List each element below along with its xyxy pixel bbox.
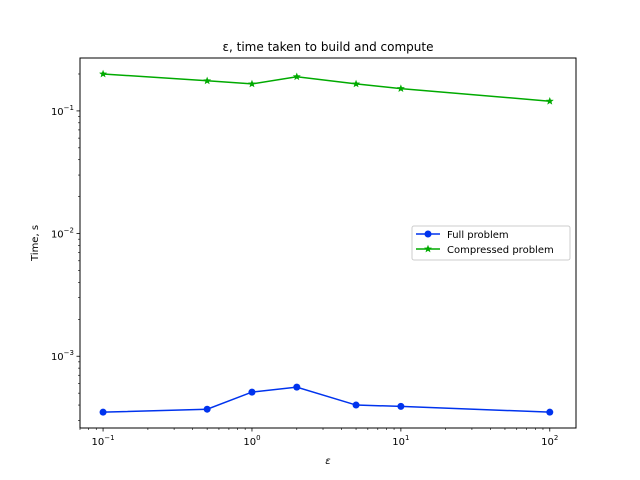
y-tick-label: 10−1: [51, 104, 74, 118]
x-tick-label: 102: [541, 434, 558, 448]
y-axis-label: Time, s: [30, 225, 41, 262]
data-point: [247, 79, 256, 88]
legend: Full problem Compressed problem: [411, 225, 571, 261]
y-tick-label: 10−2: [51, 227, 74, 241]
chart-title: ε, time taken to build and compute: [223, 40, 434, 54]
data-point: [203, 405, 211, 413]
data-point: [203, 76, 212, 85]
data-point: [396, 84, 405, 92]
plot-frame: [79, 57, 577, 429]
legend-marker-full: [424, 230, 432, 238]
x-tick-label: 100: [243, 434, 260, 448]
legend-label-compressed: Compressed problem: [447, 245, 554, 256]
series-layer: [99, 69, 554, 416]
data-point: [248, 388, 256, 396]
data-point: [99, 69, 108, 78]
data-point: [352, 401, 360, 409]
data-point: [292, 72, 301, 81]
x-axis-label: ε: [325, 456, 331, 467]
ticks-layer: 10−1 100 101 102 10−3 10−2 10−1: [51, 73, 558, 448]
legend-label-full: Full problem: [447, 230, 509, 241]
data-point: [293, 383, 301, 391]
x-tick-label: 101: [392, 434, 409, 448]
data-point: [397, 402, 405, 410]
legend-box: [411, 225, 571, 261]
legend-marker-compressed: [424, 244, 432, 253]
data-point: [99, 408, 107, 416]
y-tick-label: 10−3: [51, 349, 74, 363]
x-tick-label: 10−1: [92, 434, 115, 448]
data-point: [546, 408, 554, 416]
data-point: [352, 79, 361, 88]
data-point: [545, 97, 554, 105]
